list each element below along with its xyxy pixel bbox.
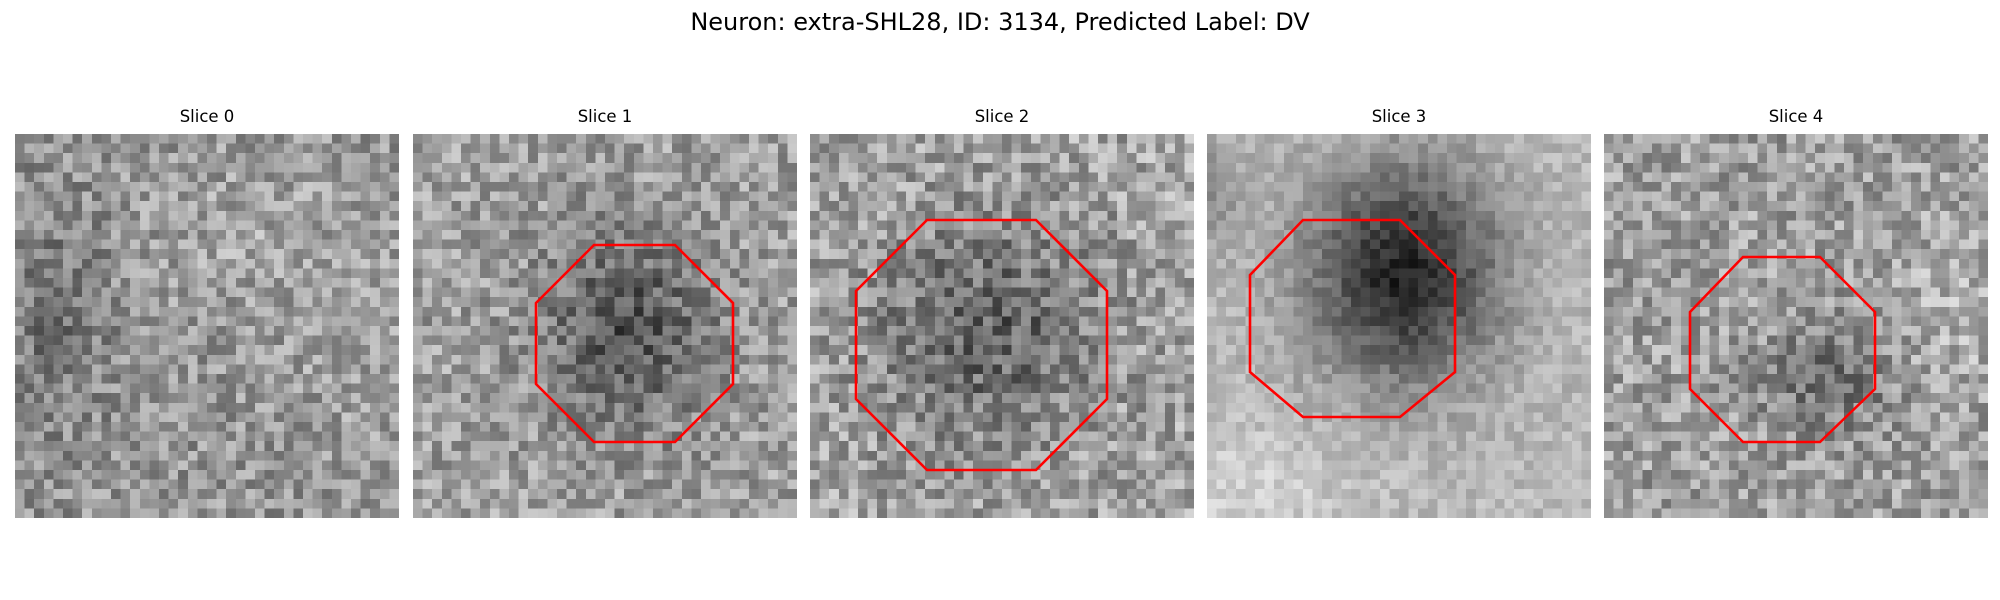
roi-overlay bbox=[1207, 134, 1591, 518]
roi-octagon bbox=[856, 220, 1107, 470]
slice-image bbox=[1604, 134, 1988, 518]
figure-title: Neuron: extra-SHL28, ID: 3134, Predicted… bbox=[0, 6, 2000, 38]
slice-image bbox=[1207, 134, 1591, 518]
slice-title: Slice 0 bbox=[15, 105, 399, 129]
slice-title: Slice 3 bbox=[1207, 105, 1591, 129]
microscopy-slice bbox=[15, 134, 399, 518]
slice-image bbox=[810, 134, 1194, 518]
roi-octagon bbox=[1690, 257, 1875, 442]
slice-title: Slice 4 bbox=[1604, 105, 1988, 129]
roi-octagon bbox=[1250, 220, 1455, 417]
roi-octagon bbox=[536, 245, 733, 442]
roi-overlay bbox=[1604, 134, 1988, 518]
roi-overlay bbox=[810, 134, 1194, 518]
slice-image bbox=[413, 134, 797, 518]
roi-overlay bbox=[413, 134, 797, 518]
slice-image bbox=[15, 134, 399, 518]
slice-title: Slice 1 bbox=[413, 105, 797, 129]
slice-title: Slice 2 bbox=[810, 105, 1194, 129]
